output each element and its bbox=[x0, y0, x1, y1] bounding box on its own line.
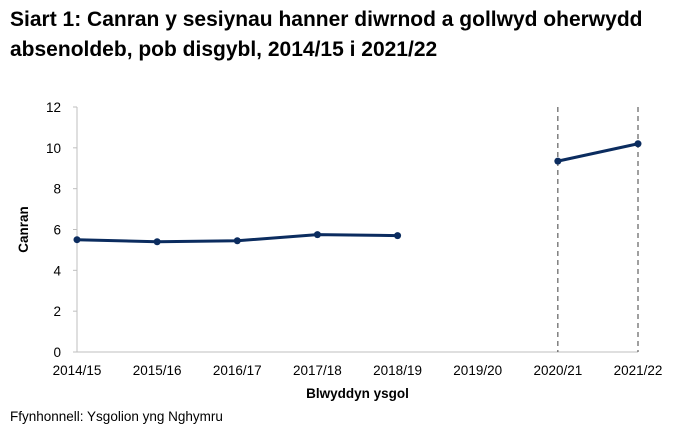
y-tick-label: 6 bbox=[53, 223, 61, 238]
x-tick-label: 2020/21 bbox=[533, 363, 582, 378]
data-point bbox=[153, 238, 161, 246]
x-axis-title: Blwyddyn ysgol bbox=[306, 386, 409, 401]
data-point bbox=[233, 237, 241, 245]
data-point bbox=[73, 236, 81, 244]
data-point bbox=[554, 157, 562, 165]
x-tick-label: 2017/18 bbox=[293, 363, 342, 378]
y-tick-label: 12 bbox=[46, 100, 61, 115]
y-tick-label: 4 bbox=[53, 263, 61, 278]
x-tick-label: 2016/17 bbox=[213, 363, 262, 378]
series-line bbox=[556, 142, 640, 163]
data-point bbox=[313, 231, 321, 239]
data-point bbox=[394, 232, 402, 240]
x-tick-label: 2018/19 bbox=[373, 363, 422, 378]
y-axis-title: Canran bbox=[16, 206, 31, 253]
y-tick-label: 10 bbox=[46, 141, 61, 156]
y-tick-label: 0 bbox=[53, 345, 61, 360]
line-chart: 0 2 4 6 8 10 12 2014/15 2015/16 2016/17 2017/18 201… bbox=[16, 100, 663, 401]
data-point bbox=[634, 140, 642, 148]
x-tick-label: 2014/15 bbox=[53, 363, 102, 378]
x-tick-label: 2019/20 bbox=[453, 363, 502, 378]
y-tick-label: 8 bbox=[53, 182, 61, 197]
y-tick-label: 2 bbox=[53, 304, 61, 319]
x-tick-label: 2021/22 bbox=[614, 363, 663, 378]
source-note: Ffynhonnell: Ysgolion yng Nghymru bbox=[10, 409, 223, 424]
chart-title: Siart 1: Canran y sesiynau hanner diwrno… bbox=[10, 8, 643, 61]
x-tick-label: 2015/16 bbox=[133, 363, 182, 378]
